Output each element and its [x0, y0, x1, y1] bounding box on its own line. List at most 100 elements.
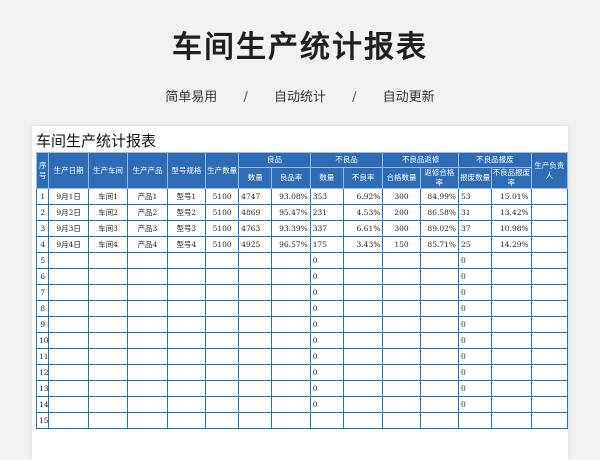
cell-bad[interactable]: 0	[309, 332, 344, 349]
cell-date[interactable]	[48, 364, 89, 381]
cell-date[interactable]: 9月2日	[48, 204, 89, 221]
cell-product[interactable]	[127, 252, 168, 269]
cell-scrap-rate[interactable]	[491, 268, 532, 285]
cell-model[interactable]	[166, 268, 207, 285]
cell-good-rate[interactable]	[271, 252, 311, 269]
cell-good-rate[interactable]	[271, 396, 311, 413]
cell-model[interactable]	[166, 332, 207, 349]
cell-good[interactable]	[238, 316, 273, 333]
cell-workshop[interactable]	[87, 316, 129, 333]
cell-owner[interactable]	[530, 300, 568, 317]
cell-date[interactable]	[48, 380, 89, 397]
cell-rework[interactable]	[382, 412, 421, 429]
cell-rework-rate[interactable]	[419, 252, 460, 269]
cell-owner[interactable]	[530, 316, 568, 333]
cell-product[interactable]	[127, 316, 168, 333]
cell-bad-rate[interactable]: 6.61%	[342, 220, 384, 237]
cell-seq[interactable]: 1	[35, 188, 50, 205]
cell-rework[interactable]	[382, 396, 421, 413]
cell-rework[interactable]	[382, 364, 421, 381]
cell-rework[interactable]	[382, 268, 421, 285]
cell-scrap[interactable]: 31	[458, 204, 493, 221]
cell-bad[interactable]: 0	[309, 396, 344, 413]
cell-workshop[interactable]	[87, 348, 129, 365]
cell-scrap-rate[interactable]: 10.98%	[491, 220, 532, 237]
cell-qty[interactable]: 5100	[205, 188, 240, 205]
cell-bad-rate[interactable]: 3.43%	[342, 236, 384, 253]
cell-product[interactable]	[127, 380, 168, 397]
cell-seq[interactable]: 11	[35, 348, 50, 365]
cell-good[interactable]: 4763	[238, 220, 273, 237]
cell-scrap[interactable]: 0	[458, 300, 493, 317]
cell-scrap-rate[interactable]: 14.29%	[491, 236, 532, 253]
cell-owner[interactable]	[530, 348, 568, 365]
cell-scrap-rate[interactable]	[491, 252, 532, 269]
cell-bad[interactable]: 337	[309, 220, 344, 237]
cell-workshop[interactable]	[87, 252, 129, 269]
cell-owner[interactable]	[530, 252, 568, 269]
cell-good-rate[interactable]: 96.57%	[271, 236, 311, 253]
cell-rework[interactable]	[382, 316, 421, 333]
cell-rework[interactable]	[382, 252, 421, 269]
cell-bad-rate[interactable]	[342, 396, 384, 413]
cell-scrap[interactable]: 53	[458, 188, 493, 205]
cell-scrap[interactable]: 0	[458, 268, 493, 285]
cell-scrap-rate[interactable]	[491, 284, 532, 301]
cell-qty[interactable]	[205, 412, 240, 429]
cell-date[interactable]: 9月4日	[48, 236, 89, 253]
cell-bad-rate[interactable]	[342, 284, 384, 301]
cell-rework-rate[interactable]	[419, 396, 460, 413]
cell-qty[interactable]: 5100	[205, 236, 240, 253]
cell-rework[interactable]: 300	[382, 188, 421, 205]
cell-qty[interactable]	[205, 268, 240, 285]
cell-seq[interactable]: 3	[35, 220, 50, 237]
cell-workshop[interactable]	[87, 396, 129, 413]
cell-bad-rate[interactable]	[342, 316, 384, 333]
cell-rework-rate[interactable]	[419, 332, 460, 349]
cell-owner[interactable]	[530, 412, 568, 429]
cell-good-rate[interactable]	[271, 268, 311, 285]
cell-owner[interactable]	[530, 332, 568, 349]
cell-seq[interactable]: 9	[35, 316, 50, 333]
cell-qty[interactable]	[205, 380, 240, 397]
cell-model[interactable]: 型号2	[166, 204, 207, 221]
cell-workshop[interactable]	[87, 364, 129, 381]
cell-qty[interactable]	[205, 252, 240, 269]
cell-rework[interactable]	[382, 284, 421, 301]
cell-date[interactable]	[48, 284, 89, 301]
cell-rework-rate[interactable]	[419, 300, 460, 317]
cell-model[interactable]: 型号1	[166, 188, 207, 205]
cell-rework-rate[interactable]	[419, 268, 460, 285]
cell-date[interactable]	[48, 396, 89, 413]
cell-product[interactable]	[127, 364, 168, 381]
cell-bad[interactable]	[309, 412, 344, 429]
cell-seq[interactable]: 8	[35, 300, 50, 317]
cell-good-rate[interactable]	[271, 412, 311, 429]
cell-good[interactable]	[238, 268, 273, 285]
cell-qty[interactable]: 5100	[205, 220, 240, 237]
cell-model[interactable]	[166, 316, 207, 333]
cell-rework[interactable]	[382, 348, 421, 365]
cell-bad[interactable]: 0	[309, 252, 344, 269]
cell-model[interactable]	[166, 412, 207, 429]
cell-model[interactable]	[166, 396, 207, 413]
cell-model[interactable]	[166, 284, 207, 301]
cell-good-rate[interactable]	[271, 332, 311, 349]
cell-good-rate[interactable]: 93.08%	[271, 188, 311, 205]
cell-rework[interactable]: 300	[382, 220, 421, 237]
cell-workshop[interactable]: 车间3	[87, 220, 129, 237]
cell-workshop[interactable]	[87, 300, 129, 317]
cell-good-rate[interactable]: 93.39%	[271, 220, 311, 237]
cell-owner[interactable]	[530, 380, 568, 397]
cell-seq[interactable]: 2	[35, 204, 50, 221]
cell-product[interactable]	[127, 284, 168, 301]
cell-model[interactable]	[166, 348, 207, 365]
cell-seq[interactable]: 13	[35, 380, 50, 397]
cell-good-rate[interactable]	[271, 364, 311, 381]
cell-bad[interactable]: 0	[309, 348, 344, 365]
cell-scrap[interactable]: 0	[458, 284, 493, 301]
cell-scrap-rate[interactable]	[491, 348, 532, 365]
cell-bad-rate[interactable]	[342, 252, 384, 269]
cell-bad[interactable]: 231	[309, 204, 344, 221]
cell-scrap-rate[interactable]	[491, 396, 532, 413]
